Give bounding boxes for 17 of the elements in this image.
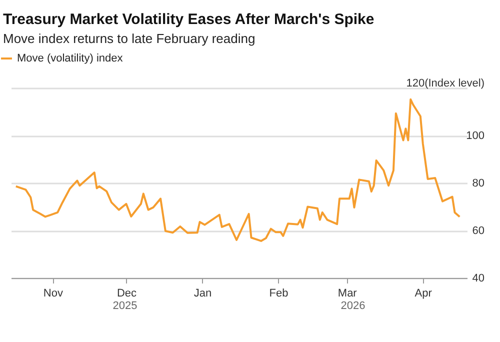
y-tick-label: 120(Index level) <box>406 78 484 90</box>
y-tick-label: 40 <box>472 272 484 284</box>
y-tick-label: 60 <box>472 225 484 237</box>
x-tick-label: Apr <box>414 288 432 300</box>
x-tick-label: Nov <box>43 288 64 300</box>
x-tick-label: Dec <box>116 288 138 300</box>
line-series <box>14 98 461 242</box>
x-tick-label: Feb <box>269 288 288 300</box>
text: 2025 <box>112 300 138 312</box>
chart-title: Treasury Market Volatility Eases After March's Spike <box>3 11 374 28</box>
chart-subtitle: Move index returns to late February reading <box>3 31 256 46</box>
legend-label: Move (volatility) index <box>17 52 124 64</box>
y-tick-label: 80 <box>472 178 484 190</box>
text: 2026 <box>340 300 366 312</box>
x-tick-label: Mar <box>338 288 358 300</box>
x-tick-label: Jan <box>194 288 212 300</box>
y-tick-label: 100 <box>466 130 484 142</box>
